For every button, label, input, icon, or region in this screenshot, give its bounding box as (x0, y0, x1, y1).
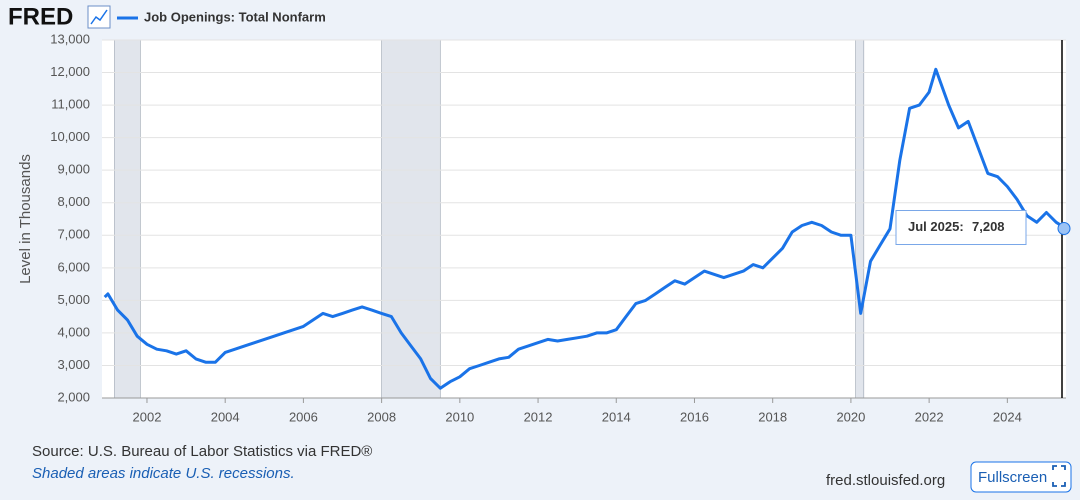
source: Source: U.S. Bureau of Labor Statistics … (32, 443, 372, 460)
tooltip-dot (1057, 222, 1071, 236)
recession-shade (114, 39, 141, 399)
x-tick-label: 2006 (289, 409, 318, 424)
tooltip-box (895, 210, 1027, 246)
y-tick-label: 4,000 (57, 324, 90, 339)
tooltip-value: 7,208 (972, 219, 1005, 234)
y-tick-label: 10,000 (50, 129, 90, 144)
x-tick-label: 2022 (915, 409, 944, 424)
x-tick-label: 2010 (445, 409, 474, 424)
tooltip-label: Jul 2025: (908, 219, 964, 234)
x-tick-label: 2024 (993, 409, 1022, 424)
x-tick-label: 2004 (211, 409, 240, 424)
y-tick-label: 6,000 (57, 259, 90, 274)
x-tick-label: 2016 (680, 409, 709, 424)
x-tick-label: 2014 (602, 409, 631, 424)
x-tick-label: 2012 (524, 409, 553, 424)
y-tick-label: 7,000 (57, 227, 90, 242)
site-url: fred.stlouisfed.org (826, 472, 945, 489)
y-axis-title: Level in Thousands (17, 154, 34, 284)
logo-icon (87, 5, 111, 29)
fullscreen-button[interactable]: Fullscreen (970, 461, 1072, 493)
recession-note: Shaded areas indicate U.S. recessions. (32, 465, 295, 482)
recession-shade (855, 39, 865, 399)
series-line (103, 67, 1067, 390)
x-tick-label: 2020 (836, 409, 865, 424)
y-tick-label: 8,000 (57, 194, 90, 209)
x-tick-label: 2018 (758, 409, 787, 424)
x-tick-label: 2008 (367, 409, 396, 424)
y-tick-label: 5,000 (57, 292, 90, 307)
recession-shade (381, 39, 441, 399)
x-tick-label: 2002 (133, 409, 162, 424)
y-tick-label: 2,000 (57, 389, 90, 404)
legend-label: Job Openings: Total Nonfarm (144, 9, 326, 24)
y-tick-label: 11,000 (51, 97, 90, 112)
y-tick-label: 3,000 (57, 357, 90, 372)
fred-logo: FRED (8, 3, 73, 30)
fullscreen-label[interactable]: Fullscreen (978, 469, 1047, 486)
y-tick-label: 9,000 (57, 162, 90, 177)
y-tick-label: 12,000 (50, 64, 90, 79)
y-tick-label: 13,000 (50, 31, 90, 46)
